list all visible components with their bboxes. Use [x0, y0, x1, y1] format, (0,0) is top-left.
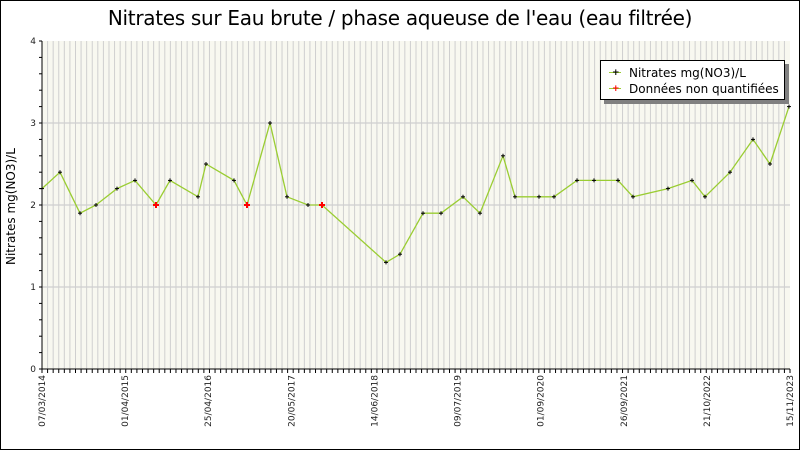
red-marker-icon: + [609, 83, 621, 95]
svg-text:09/07/2019: 09/07/2019 [454, 375, 464, 427]
svg-text:0: 0 [30, 365, 36, 375]
svg-text:01/04/2015: 01/04/2015 [121, 375, 131, 427]
svg-text:14/06/2018: 14/06/2018 [370, 375, 380, 427]
svg-text:15/11/2023: 15/11/2023 [786, 375, 796, 427]
svg-text:01/09/2020: 01/09/2020 [537, 375, 547, 427]
legend: + Nitrates mg(NO3)/L + Données non quant… [600, 60, 785, 100]
legend-item-nitrates: + Nitrates mg(NO3)/L [609, 65, 746, 81]
svg-text:2: 2 [30, 201, 36, 211]
legend-item-nq: + Données non quantifiées [609, 81, 779, 97]
chart-title: Nitrates sur Eau brute / phase aqueuse d… [107, 6, 693, 30]
legend-label: Nitrates mg(NO3)/L [629, 66, 746, 80]
svg-text:3: 3 [30, 119, 36, 129]
svg-text:07/03/2014: 07/03/2014 [38, 375, 48, 427]
svg-text:4: 4 [30, 37, 36, 47]
svg-text:21/10/2022: 21/10/2022 [703, 375, 713, 427]
line-marker-icon: + [609, 67, 621, 79]
legend-label: Données non quantifiées [629, 82, 779, 96]
svg-text:20/05/2017: 20/05/2017 [287, 375, 297, 427]
svg-text:26/09/2021: 26/09/2021 [620, 375, 630, 427]
svg-text:1: 1 [30, 283, 36, 293]
svg-text:25/04/2016: 25/04/2016 [204, 375, 214, 427]
